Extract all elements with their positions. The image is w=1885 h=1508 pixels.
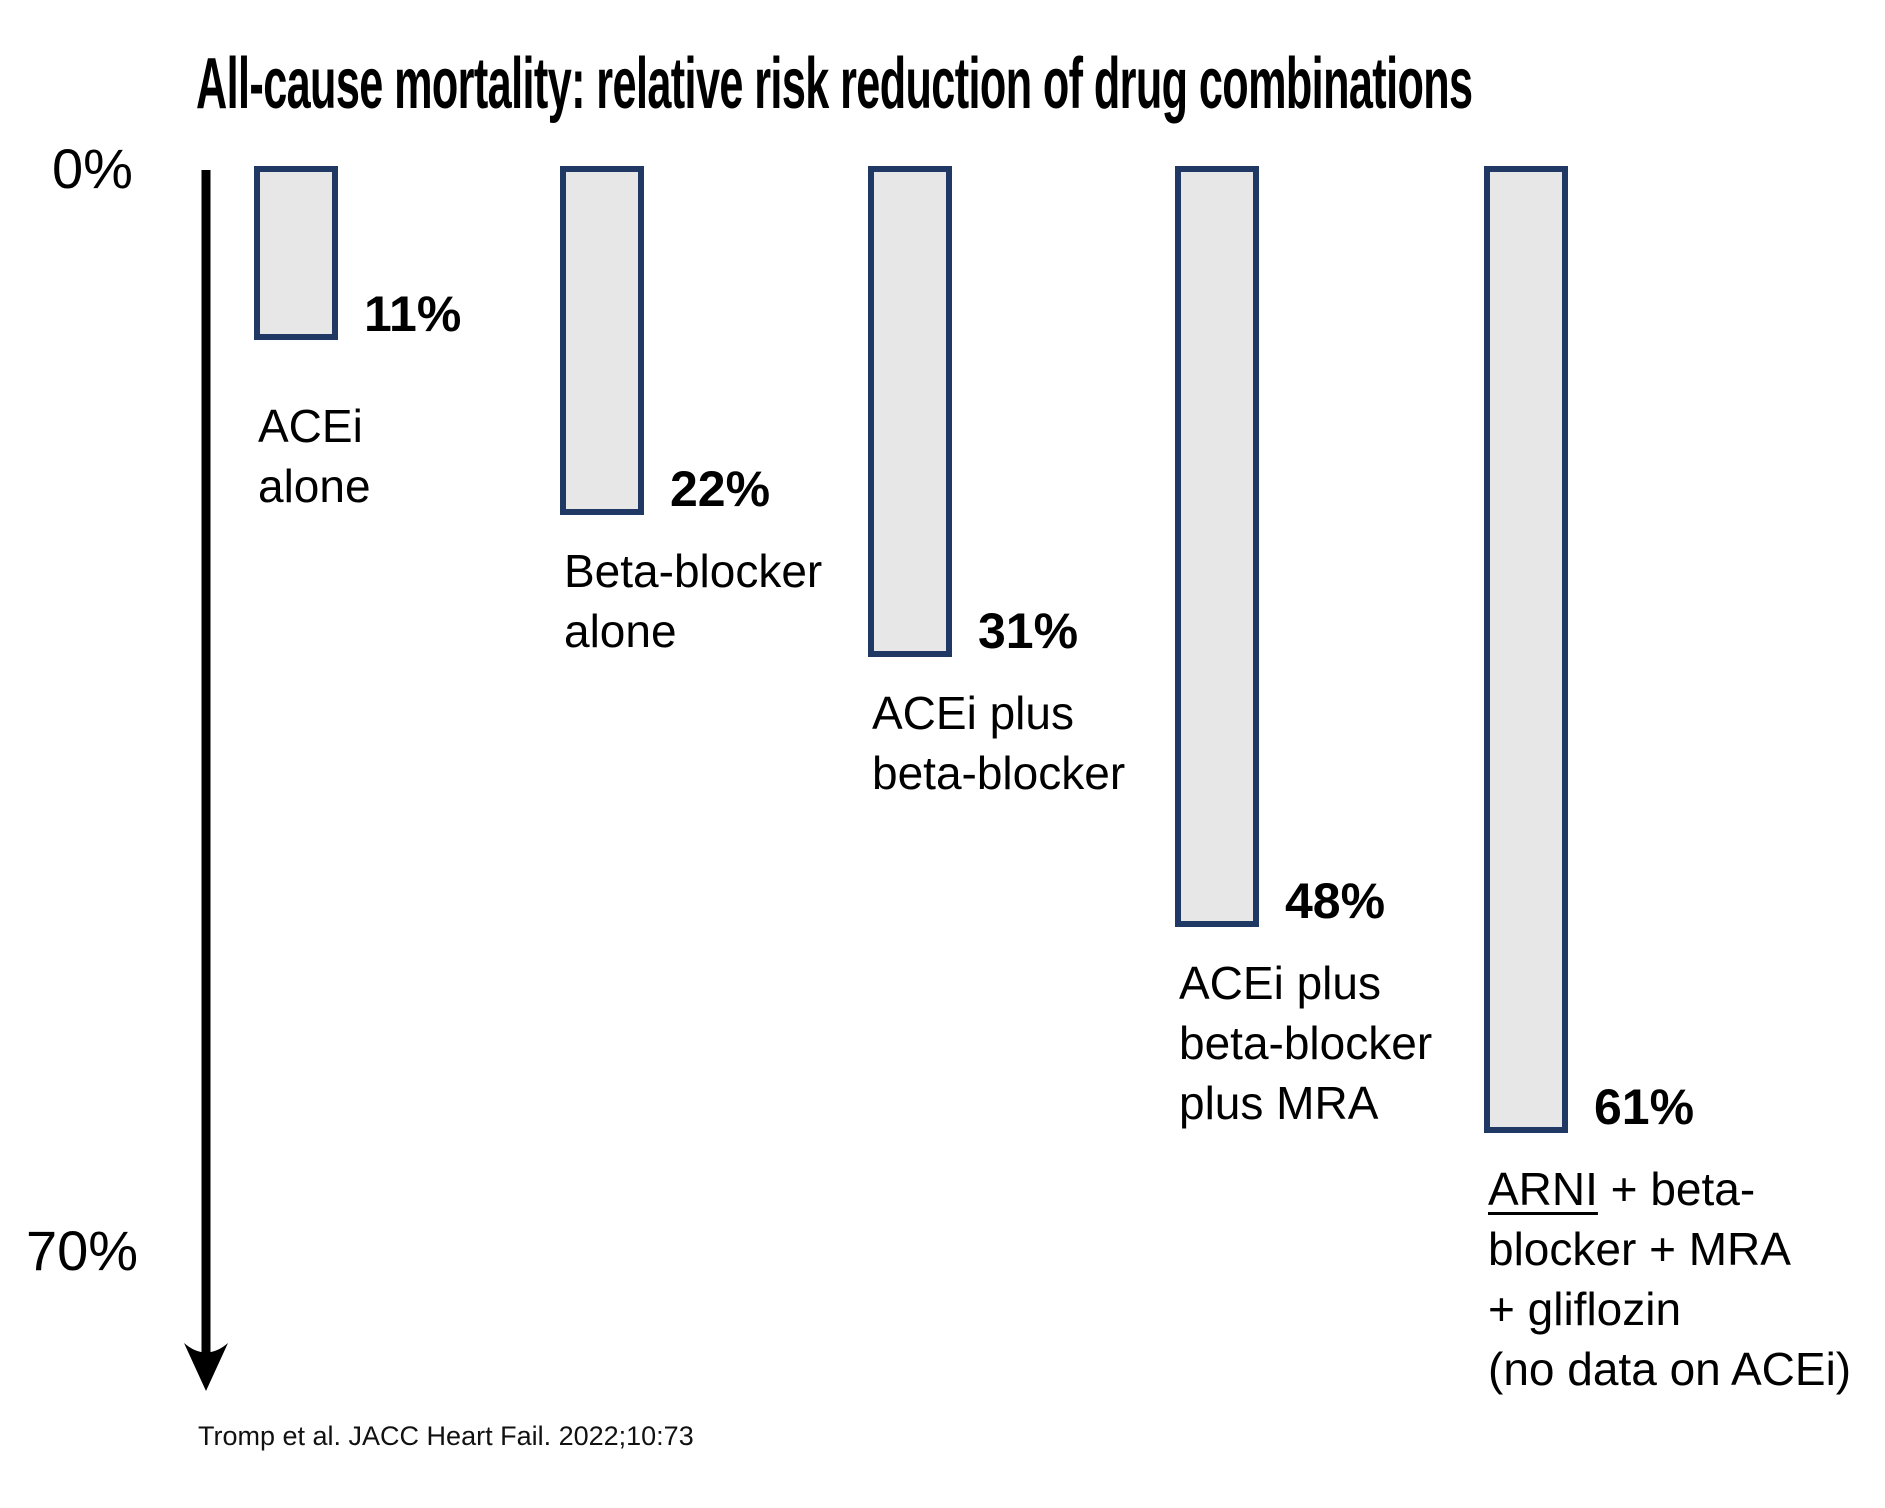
bar-value-label: 48% <box>1285 873 1386 929</box>
bar-value-label: 22% <box>670 461 771 517</box>
bar-category-label-line: ACEi plus <box>872 687 1074 739</box>
bar-value-label: 11% <box>364 286 462 342</box>
bar-category-label: ACEi alone <box>258 396 371 516</box>
bar-value-label: 61% <box>1594 1079 1695 1135</box>
bar-category-label-line: alone <box>564 605 677 657</box>
bar <box>868 166 952 657</box>
bar-category-label: ACEi plus beta-blocker <box>872 683 1125 803</box>
bar-category-label-line: alone <box>258 460 371 512</box>
axis-label-0pct: 0% <box>52 137 133 200</box>
axis-label-70pct: 70% <box>26 1219 139 1282</box>
citation-text: Tromp et al. JACC Heart Fail. 2022;10:73 <box>198 1421 694 1451</box>
bar-category-label-line: beta-blocker <box>872 747 1126 799</box>
bar-category-label-line: + gliflozin <box>1488 1283 1682 1335</box>
bar-category-label-line: blocker + MRA <box>1488 1223 1791 1275</box>
bar-category-label-line: ACEi <box>258 400 363 452</box>
bar-category-label: Beta-blocker alone <box>564 541 822 661</box>
bar-category-label-line: ACEi plus <box>1179 957 1381 1009</box>
bar-category-label: ACEi plus beta-blocker plus MRA <box>1179 953 1432 1133</box>
chart-title: All-cause mortality: relative risk reduc… <box>196 44 1473 124</box>
bar-category-label-line: beta-blocker <box>1179 1017 1433 1069</box>
bar <box>1175 166 1259 927</box>
bar-category-label: ARNI + beta-blocker + MRA + gliflozin (no … <box>1488 1159 1851 1399</box>
bar-category-label-line: ARNI + beta- <box>1488 1163 1756 1215</box>
bar-value-label: 31% <box>978 603 1079 659</box>
bar <box>254 166 338 340</box>
bar-category-label-line: Beta-blocker <box>564 545 823 597</box>
bar <box>560 166 644 515</box>
bar-category-label-line: (no data on ACEi) <box>1488 1343 1852 1395</box>
bar <box>1484 166 1568 1133</box>
bar-category-label-line: plus MRA <box>1179 1077 1379 1129</box>
